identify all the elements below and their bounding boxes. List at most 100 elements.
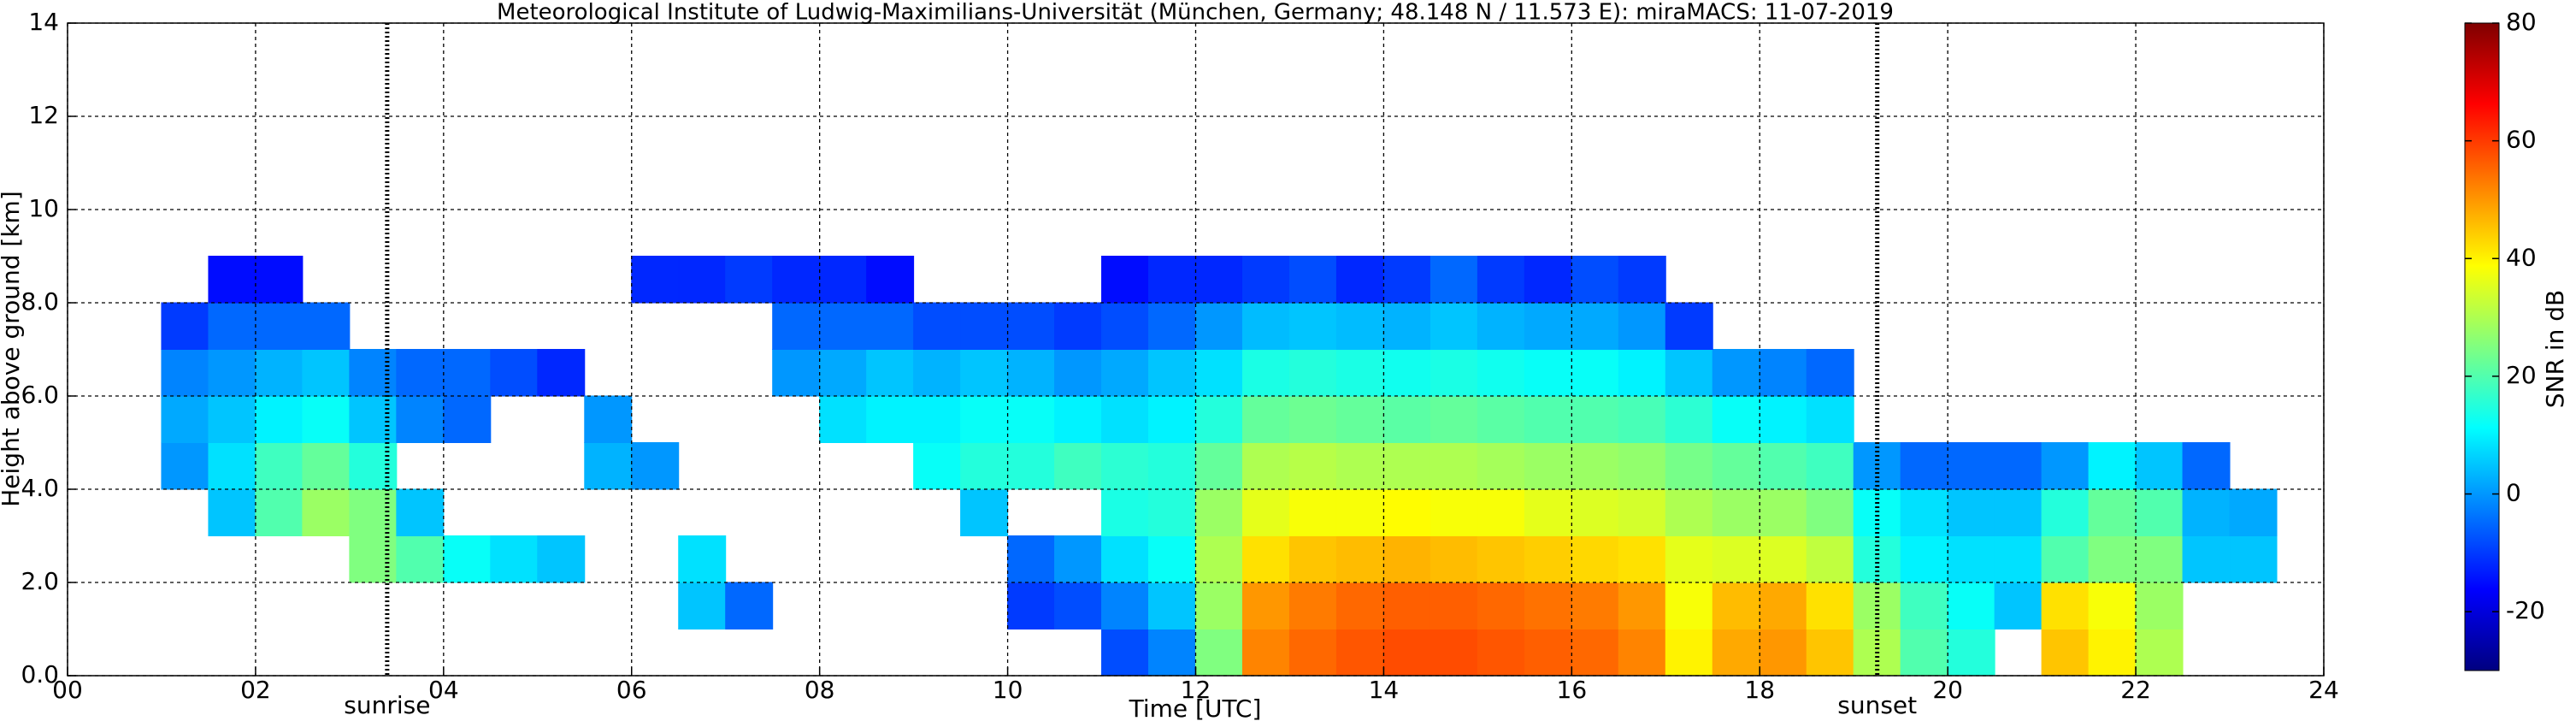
heatmap-cell [443, 349, 492, 397]
heatmap-cell [2088, 535, 2137, 583]
heatmap-cell [678, 256, 727, 304]
heatmap-cell [1524, 442, 1572, 490]
heatmap-cell [2135, 488, 2184, 536]
heatmap-cell [1712, 535, 1760, 583]
heatmap-cell [396, 395, 445, 443]
heatmap-cell [1618, 582, 1666, 629]
heatmap-cell [772, 256, 821, 304]
heatmap-cell [208, 442, 256, 490]
heatmap-cell [1054, 395, 1103, 443]
heatmap-cell [584, 442, 633, 490]
heatmap-cell [2135, 535, 2184, 583]
heatmap-cell [1665, 629, 1713, 677]
heatmap-cell [396, 488, 445, 536]
heatmap-cell [631, 256, 680, 304]
heatmap-cell [2041, 442, 2090, 490]
heatmap-cell [1007, 582, 1056, 629]
heatmap-cell [866, 349, 915, 397]
heatmap-cell [819, 395, 868, 443]
heatmap-cell [819, 302, 868, 350]
heatmap-cell [1712, 629, 1760, 677]
heatmap-cell [255, 302, 304, 350]
y-axis-label: Height above ground [km] [0, 191, 25, 507]
heatmap-cell [1759, 535, 1807, 583]
heatmap-cell [396, 535, 445, 583]
heatmap-cell [1665, 442, 1713, 490]
heatmap-cell [1571, 442, 1619, 490]
heatmap-cell [1477, 256, 1525, 304]
heatmap-cell [1241, 256, 1290, 304]
heatmap-cell [725, 256, 774, 304]
heatmap-cell [1806, 395, 1854, 443]
heatmap-cell [1429, 488, 1478, 536]
heatmap-cell [1241, 442, 1290, 490]
heatmap-cell [1759, 582, 1807, 629]
heatmap-cell [1900, 488, 1948, 536]
heatmap-cell [1806, 488, 1854, 536]
heatmap-cell [2041, 629, 2090, 677]
heatmap-cell [1712, 488, 1760, 536]
x-axis-label: Time [UTC] [1129, 694, 1262, 723]
heatmap-cell [819, 349, 868, 397]
heatmap-cell [1618, 302, 1666, 350]
heatmap-cell [913, 442, 962, 490]
heatmap-cell [1007, 395, 1056, 443]
heatmap-cell [1806, 582, 1854, 629]
heatmap-cell [1900, 535, 1948, 583]
x-tick-label: 22 [2120, 676, 2151, 704]
heatmap-cell [1335, 349, 1384, 397]
heatmap-cell [1335, 582, 1384, 629]
heatmap-cell [960, 349, 1009, 397]
heatmap-cell [1806, 349, 1854, 397]
heatmap-cell [1524, 302, 1572, 350]
heatmap-cell [1241, 349, 1290, 397]
heatmap-cell [349, 349, 398, 397]
heatmap-cell [1195, 535, 1243, 583]
heatmap-cell [2041, 535, 2090, 583]
heatmap-cell [1335, 256, 1384, 304]
heatmap-cell [1101, 488, 1150, 536]
heatmap-cell [1288, 256, 1337, 304]
heatmap-cell [208, 395, 256, 443]
heatmap-cell [1524, 629, 1572, 677]
heatmap-cell [1148, 302, 1197, 350]
heatmap-cell [866, 395, 915, 443]
heatmap-cell [1148, 395, 1197, 443]
heatmap-cell [1101, 302, 1150, 350]
heatmap-cell [1288, 488, 1337, 536]
heatmap-cell [1335, 302, 1384, 350]
heatmap-cell [1288, 302, 1337, 350]
heatmap-cell [1477, 349, 1525, 397]
heatmap-cell [1571, 629, 1619, 677]
x-tick-label: 00 [52, 676, 83, 704]
heatmap-cell [1524, 256, 1572, 304]
x-tick-label: 10 [993, 676, 1023, 704]
heatmap-cell [302, 395, 351, 443]
heatmap-cell [1571, 256, 1619, 304]
x-tick-label: 04 [428, 676, 459, 704]
heatmap-cell [1429, 395, 1478, 443]
y-tick-label: 0.0 [21, 660, 59, 689]
y-tick-label: 12 [28, 101, 59, 129]
colorbar-label: SNR in dB [2541, 290, 2569, 408]
heatmap-cell [1382, 535, 1431, 583]
heatmap-cell [1524, 395, 1572, 443]
heatmap-cell [1429, 535, 1478, 583]
colorbar [2464, 22, 2500, 671]
x-tick-label: 16 [1557, 676, 1588, 704]
heatmap-cell [960, 442, 1009, 490]
heatmap [161, 256, 2278, 677]
heatmap-cell [631, 442, 680, 490]
heatmap-cell [866, 302, 915, 350]
y-tick-label: 8.0 [21, 287, 59, 316]
heatmap-cell [255, 395, 304, 443]
heatmap-cell [537, 535, 586, 583]
heatmap-cell [1947, 488, 1995, 536]
heatmap-cell [1241, 302, 1290, 350]
heatmap-cell [1524, 535, 1572, 583]
heatmap-cell [1571, 349, 1619, 397]
heatmap-cell [1195, 582, 1243, 629]
heatmap-cell [1335, 629, 1384, 677]
heatmap-cell [349, 535, 398, 583]
heatmap-cell [1195, 302, 1243, 350]
